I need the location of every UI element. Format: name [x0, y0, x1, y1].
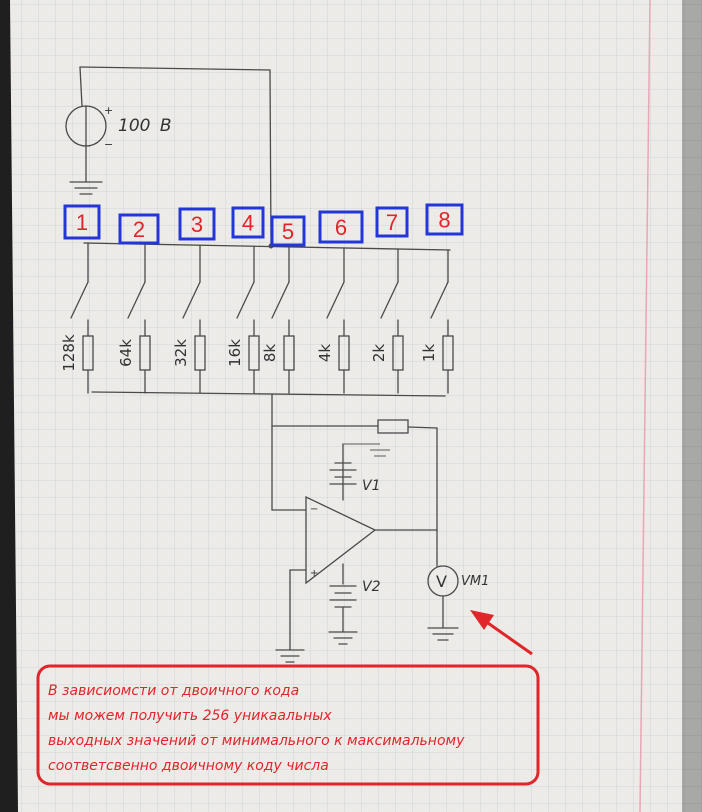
switch-number: 2: [133, 217, 145, 242]
resistor-label: 64k: [117, 339, 135, 367]
resistor-label: 4k: [316, 344, 334, 363]
switch-number: 4: [242, 211, 254, 236]
switch-1: [70, 281, 89, 319]
svg-text:−: −: [104, 138, 113, 151]
resistor-label: 32k: [172, 339, 190, 367]
switch-number: 1: [76, 210, 88, 235]
branch-1: 128k 1: [60, 204, 101, 394]
switch-number: 7: [386, 210, 398, 235]
note-line-1: В зависиомсти от двоичного кода: [48, 683, 299, 699]
ground-symbol: [69, 181, 103, 195]
switch-number-box: [63, 204, 101, 240]
explanation-note: В зависиомсти от двоичного кода мы можем…: [36, 664, 540, 786]
switch-number: 5: [282, 219, 294, 244]
switch-3: [182, 281, 201, 319]
switch-number-box: [318, 210, 364, 244]
switch-number-box: [118, 213, 160, 245]
switch-branches: 128k 1 64k 2 32k 3 16k 4 8k 5 4k 6 2k 7 1k 8: [60, 203, 464, 394]
resistor-label: 128k: [60, 334, 78, 372]
svg-text:100 В: 100 В: [118, 116, 172, 136]
voltmeter-label: VM1: [461, 574, 489, 589]
branch-7: 2k 7: [370, 206, 409, 394]
switch-2: [127, 281, 146, 319]
supply-v1-label: V1: [362, 478, 380, 494]
switch-number: 6: [335, 215, 347, 240]
switch-8: [430, 281, 449, 319]
ground-symbol: [275, 649, 305, 663]
resistor-label: 8k: [261, 344, 279, 363]
branch-6: 4k 6: [316, 210, 364, 394]
branch-3: 32k 3: [172, 207, 216, 394]
bottom-wiring: [91, 391, 446, 531]
note-line-4: соответсвенно двоичному коду числа: [48, 758, 329, 774]
branch-4: 16k 4: [226, 206, 265, 394]
switch-number-box: [231, 206, 265, 239]
voltmeter-symbol-letter: V: [436, 572, 447, 591]
note-line-3: выходных значений от минимального к макс…: [48, 733, 465, 749]
svg-text:+: +: [310, 568, 318, 579]
svg-text:−: −: [310, 504, 318, 515]
switch-6: [326, 281, 345, 319]
supply-v2-label: V2: [362, 579, 381, 595]
branch-2: 64k 2: [117, 213, 160, 394]
switch-5: [271, 281, 290, 319]
supply-v1: V1: [329, 443, 390, 494]
switch-number-box: [270, 215, 306, 247]
resistor-label: 1k: [420, 344, 438, 363]
supply-v2: V2: [328, 579, 381, 645]
branch-8: 1k 8: [420, 203, 464, 394]
switch-number: 3: [191, 212, 203, 237]
switch-number-box: [425, 203, 464, 236]
source-unit: В: [160, 116, 172, 136]
switch-number-box: [178, 207, 216, 241]
switch-number: 8: [438, 208, 450, 233]
source-value: 100: [118, 116, 150, 136]
branch-5: 8k 5: [261, 215, 306, 394]
switch-number-box: [375, 206, 409, 238]
note-frame: [36, 664, 540, 786]
switch-7: [380, 281, 399, 319]
margin-line: [639, 0, 651, 812]
note-line-2: мы можем получить 256 уникаальных: [48, 708, 332, 724]
resistor-label: 16k: [226, 339, 244, 367]
switch-4: [236, 281, 255, 319]
op-amp: − +: [275, 443, 438, 663]
voltmeter: V VM1: [427, 565, 489, 641]
arrow-to-voltmeter: [470, 610, 533, 656]
resistor-label: 2k: [370, 344, 388, 363]
source-branch: + − 100 В: [65, 66, 272, 247]
svg-text:+: +: [104, 104, 113, 117]
